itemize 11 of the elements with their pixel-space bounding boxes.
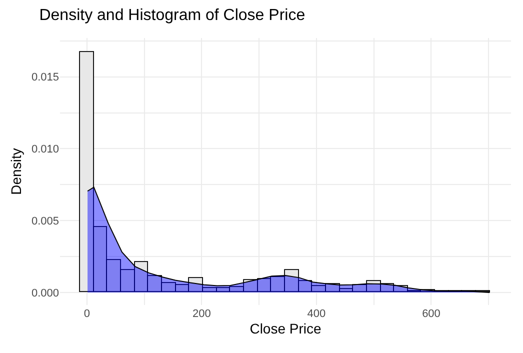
y-tick-label: 0.005 (31, 215, 59, 228)
x-tick-label: 0 (84, 308, 90, 320)
y-tick-label: 0.010 (31, 144, 59, 156)
chart-title: Density and Histogram of Close Price (39, 7, 306, 24)
y-tick-label: 0.000 (31, 287, 59, 300)
y-axis-title: Density (8, 148, 24, 195)
x-tick-label: 600 (422, 308, 440, 320)
x-tick-label: 200 (192, 308, 211, 320)
x-tick-label: 400 (307, 308, 326, 320)
y-tick-label: 0.015 (31, 72, 59, 84)
x-axis-title: Close Price (250, 320, 322, 336)
